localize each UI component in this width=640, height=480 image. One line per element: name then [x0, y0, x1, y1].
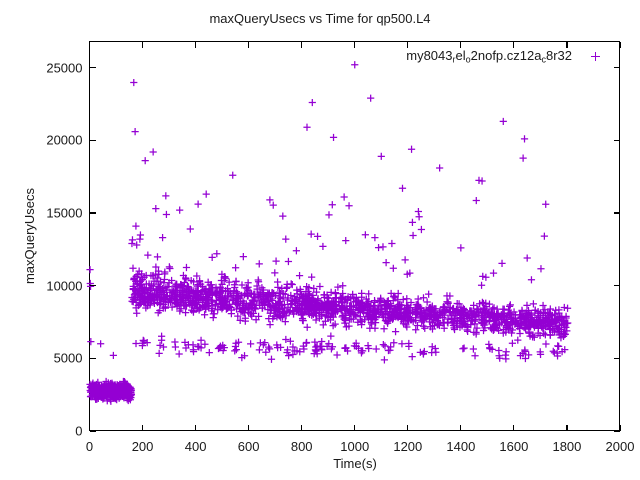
legend-key [572, 49, 618, 64]
legend: my8043relo2nofp.cz12ac8r32 [406, 48, 618, 64]
y-tick-mark [89, 212, 96, 214]
y-tick-mark [89, 67, 96, 69]
x-tick-mark [407, 425, 409, 431]
x-tick-mark [566, 41, 568, 48]
x-axis-title: Time(s) [333, 456, 377, 471]
x-tick-mark [513, 41, 515, 48]
x-tick-mark [88, 425, 91, 431]
x-tick-label: 600 [237, 439, 260, 454]
y-tick-mark [89, 357, 96, 359]
y-tick-mark [614, 285, 620, 287]
x-tick-mark [407, 41, 409, 48]
x-tick-mark [141, 41, 144, 48]
y-tick-label: 10000 [46, 278, 83, 294]
x-tick-mark [354, 41, 356, 48]
y-tick-mark [89, 285, 96, 287]
x-tick-mark [301, 41, 303, 48]
x-tick-mark [513, 425, 515, 431]
y-tick-label: 15000 [46, 205, 83, 221]
x-tick-label: 1000 [340, 439, 370, 454]
y-tick-mark [614, 357, 620, 359]
x-tick-label: 1600 [499, 439, 529, 454]
x-tick-mark [88, 41, 91, 48]
x-tick-mark [460, 425, 462, 431]
legend-series-label: my8043relo2nofp.cz12ac8r32 [406, 48, 572, 65]
x-tick-label: 2000 [605, 439, 635, 454]
y-tick-label: 25000 [46, 60, 83, 76]
x-tick-label: 0 [85, 439, 94, 454]
plot-area-frame [89, 41, 620, 431]
x-tick-label: 400 [184, 439, 207, 454]
x-tick-label: 200 [131, 439, 154, 454]
x-tick-label: 1800 [552, 439, 582, 454]
x-tick-mark [195, 425, 197, 431]
y-tick-mark [614, 67, 620, 69]
y-tick-mark [89, 139, 96, 141]
y-tick-mark [614, 212, 620, 214]
y-axis-title: maxQueryUsecs [22, 187, 37, 285]
x-tick-mark [301, 425, 303, 431]
x-tick-mark [619, 425, 621, 431]
y-tick-mark [614, 430, 620, 432]
y-tick-label: 0 [75, 423, 83, 439]
x-tick-label: 1200 [393, 439, 423, 454]
x-tick-mark [619, 41, 621, 48]
x-tick-mark [195, 41, 197, 48]
x-tick-mark [141, 425, 144, 431]
y-tick-mark [614, 139, 620, 141]
x-tick-mark [248, 41, 250, 48]
x-tick-mark [460, 41, 462, 48]
y-tick-mark [89, 430, 96, 432]
x-tick-mark [566, 425, 568, 431]
y-tick-label: 5000 [53, 350, 83, 366]
x-tick-label: 800 [290, 439, 313, 454]
x-tick-label: 1400 [446, 439, 476, 454]
x-tick-mark [354, 425, 356, 431]
y-tick-label: 20000 [46, 132, 83, 148]
x-tick-mark [248, 425, 250, 431]
page-title: maxQueryUsecs vs Time for qp500.L4 [209, 11, 431, 26]
plus-marker-icon [590, 51, 600, 61]
